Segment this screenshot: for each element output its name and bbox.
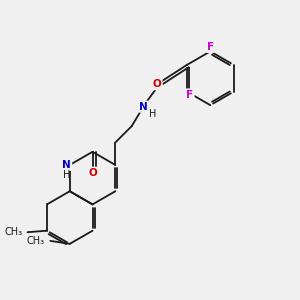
Text: O: O <box>153 79 161 89</box>
Text: O: O <box>88 168 97 178</box>
Text: N: N <box>62 160 71 170</box>
Text: F: F <box>187 90 194 100</box>
Text: H: H <box>149 109 156 119</box>
Text: F: F <box>207 42 214 52</box>
Text: N: N <box>139 102 148 112</box>
Text: CH₃: CH₃ <box>27 236 45 246</box>
Text: CH₃: CH₃ <box>4 227 22 237</box>
Text: H: H <box>63 169 70 179</box>
